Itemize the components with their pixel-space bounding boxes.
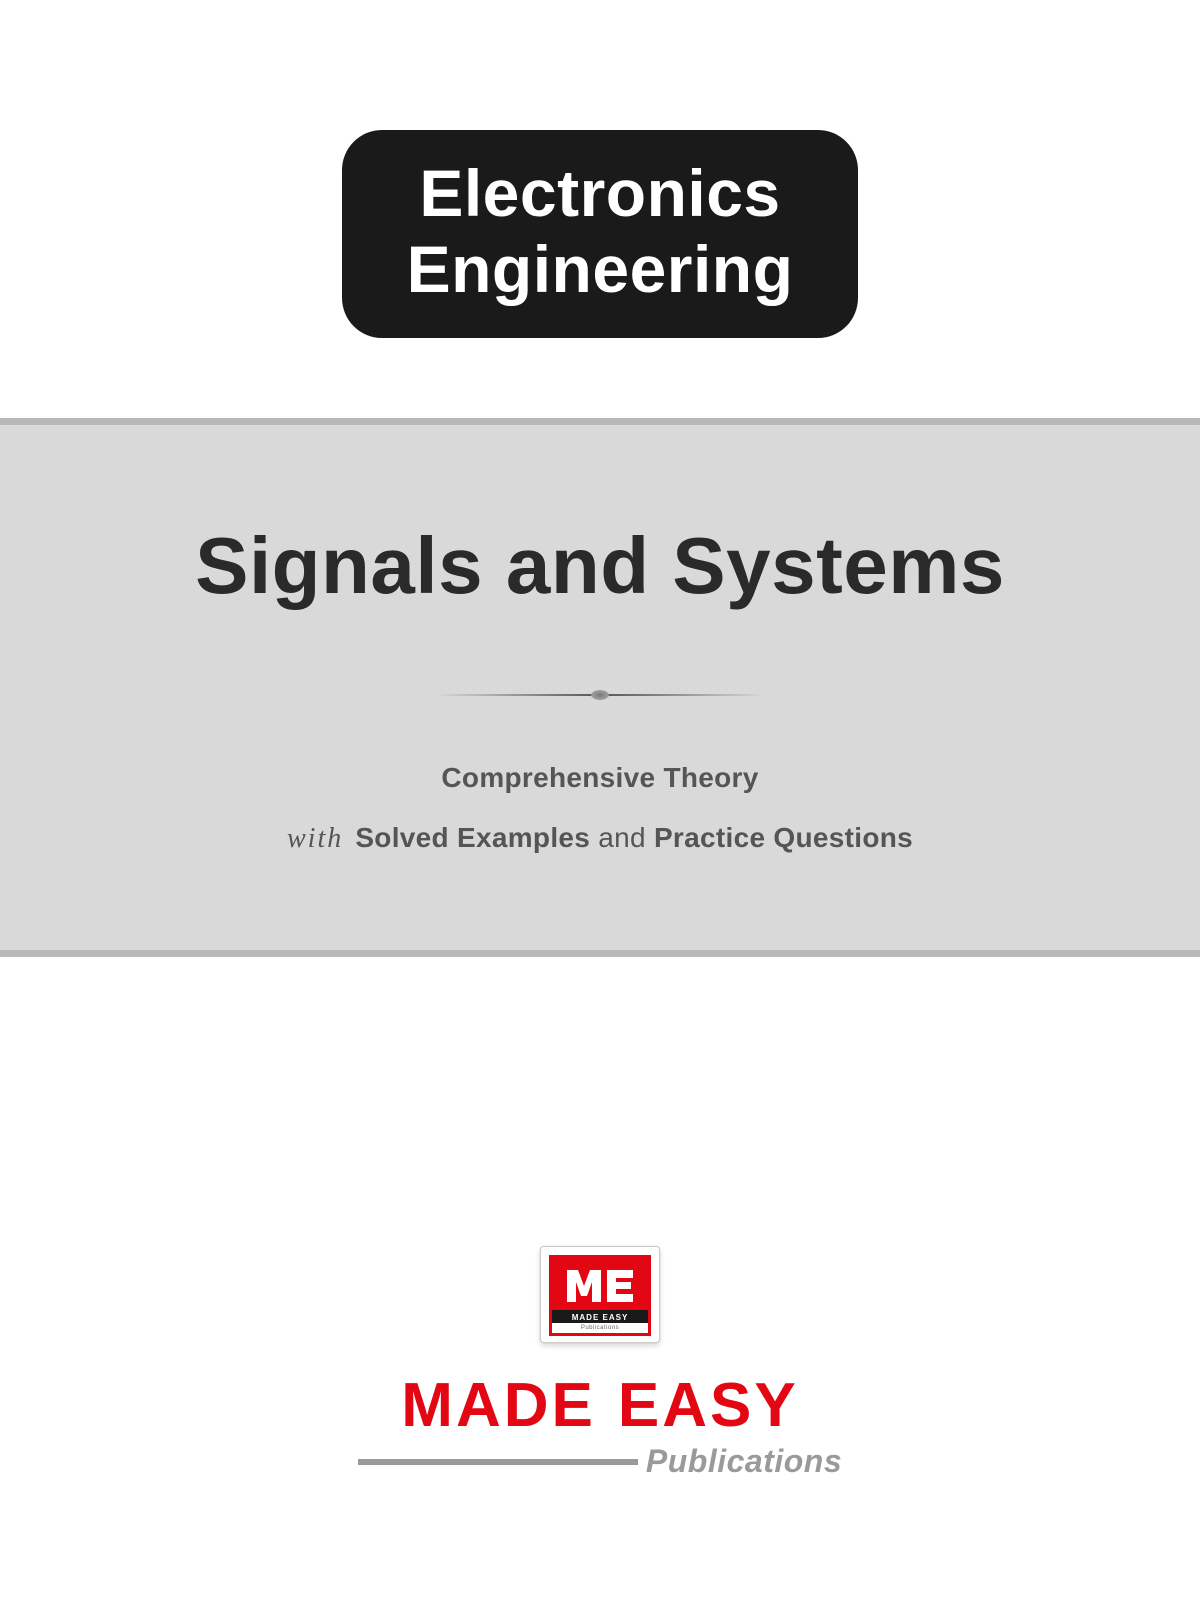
category-badge: Electronics Engineering	[342, 130, 859, 338]
logo-inner: MADE EASY Publications	[549, 1255, 651, 1336]
publisher-logo-area: MADE EASY Publications MADEEASY Publicat…	[0, 1246, 1200, 1480]
publications-row: Publications	[0, 1443, 1200, 1480]
subtitle-solved: Solved Examples	[355, 822, 590, 853]
subject-band: Signals and Systems Comprehensive Theory…	[0, 418, 1200, 957]
wordmark-text: MADEEASY	[0, 1375, 1200, 1437]
subtitle-details: with Solved Examples and Practice Questi…	[40, 822, 1160, 855]
logo-small-sub: Publications	[552, 1323, 648, 1333]
subtitle-with: with	[287, 823, 343, 854]
wordmark-easy: EASY	[618, 1371, 799, 1440]
badge-line-1: Electronics	[407, 156, 794, 232]
subtitle-and: and	[598, 822, 654, 853]
subject-title: Signals and Systems	[40, 520, 1160, 612]
subtitle-practice: Practice Questions	[654, 822, 913, 853]
publications-rule	[358, 1459, 638, 1465]
publisher-wordmark: MADEEASY Publications	[0, 1375, 1200, 1480]
publications-text: Publications	[646, 1443, 842, 1480]
top-section: Electronics Engineering	[0, 0, 1200, 418]
wordmark-made: MADE	[401, 1371, 596, 1440]
badge-line-2: Engineering	[407, 232, 794, 308]
subtitle-comprehensive: Comprehensive Theory	[40, 762, 1160, 794]
logo-monogram	[552, 1258, 648, 1310]
publisher-mark-icon: MADE EASY Publications	[540, 1246, 660, 1343]
ornamental-divider	[435, 690, 765, 700]
logo-small-text: MADE EASY	[552, 1310, 648, 1323]
